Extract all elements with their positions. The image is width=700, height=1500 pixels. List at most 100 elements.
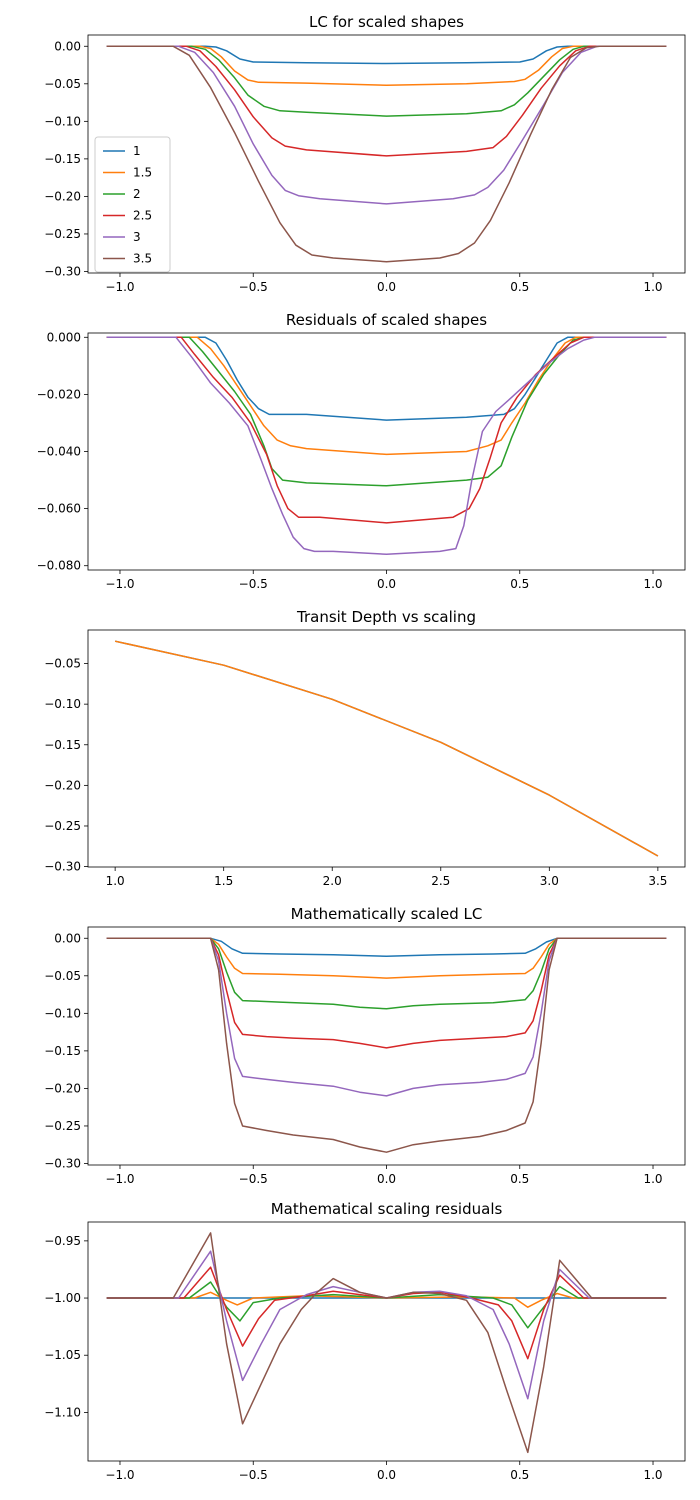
y-tick-label: 0.00 xyxy=(54,39,81,53)
series-line-3.5 xyxy=(106,45,667,263)
x-tick-label: −0.5 xyxy=(239,1172,268,1186)
y-tick-label: −0.30 xyxy=(44,264,81,278)
y-tick-label: −0.080 xyxy=(37,559,81,573)
x-tick-label: 3.5 xyxy=(648,874,667,888)
chart-panel-4: Mathematically scaled LC −1.0 −0.5 0.0 0.5 1.… xyxy=(44,905,686,1186)
chart-title: Residuals of scaled shapes xyxy=(286,311,487,329)
chart-title: Mathematically scaled LC xyxy=(291,905,483,923)
y-tick-label: −0.15 xyxy=(44,738,81,752)
x-tick-label: −1.0 xyxy=(105,1172,134,1186)
legend-label: 1 xyxy=(133,144,141,158)
series-line-3 xyxy=(106,336,667,487)
series-line-5 xyxy=(106,336,667,556)
y-tick-label: −0.10 xyxy=(44,1006,81,1020)
chart-title: Transit Depth vs scaling xyxy=(296,608,476,626)
series-line-6 xyxy=(106,1232,667,1454)
chart-panel-3: Transit Depth vs scaling 1.0 1.5 2.0 2.5 3.0 3… xyxy=(44,608,686,888)
y-tick-label: −0.10 xyxy=(44,114,81,128)
series-line-3 xyxy=(106,45,667,205)
x-tick-label: 1.0 xyxy=(106,874,125,888)
legend-label: 1.5 xyxy=(133,166,152,180)
x-tick-label: 1.0 xyxy=(643,280,662,294)
y-tick-label: −0.20 xyxy=(44,189,81,203)
y-tick-label: −0.20 xyxy=(44,778,81,792)
x-tick-label: −1.0 xyxy=(105,577,134,591)
x-tick-label: 1.0 xyxy=(643,1468,662,1482)
axes-frame xyxy=(87,332,686,571)
series-line-2 xyxy=(106,937,667,979)
chart-panel-5: Mathematical scaling residuals −1.0 −0.5 0.… xyxy=(44,1200,686,1482)
legend-label: 2 xyxy=(133,187,141,201)
series-line-1 xyxy=(114,640,659,857)
y-tick-label: −0.20 xyxy=(44,1081,81,1095)
x-tick-label: 1.0 xyxy=(643,577,662,591)
y-tick-label: −0.25 xyxy=(44,227,81,241)
y-tick-label: −1.00 xyxy=(44,1291,81,1305)
x-tick-label: −0.5 xyxy=(239,577,268,591)
y-tick-label: −0.020 xyxy=(37,387,81,401)
series-line-5 xyxy=(106,1250,667,1400)
x-tick-label: 3.0 xyxy=(540,874,559,888)
x-tick-label: 0.0 xyxy=(377,1468,396,1482)
x-tick-label: 0.5 xyxy=(510,577,529,591)
y-tick-label: −0.30 xyxy=(44,1156,81,1170)
legend-label: 3.5 xyxy=(133,252,152,266)
x-tick-label: 1.0 xyxy=(643,1172,662,1186)
series-line-2 xyxy=(114,640,659,857)
axes-frame xyxy=(87,1221,686,1462)
legend: 1 1.5 2 2.5 3 3.5 xyxy=(94,136,171,273)
x-tick-label: −0.5 xyxy=(239,1468,268,1482)
y-tick-label: −0.15 xyxy=(44,1044,81,1058)
y-tick-label: −0.25 xyxy=(44,819,81,833)
y-tick-label: 0.000 xyxy=(47,330,81,344)
x-tick-label: 0.5 xyxy=(510,280,529,294)
x-tick-label: 2.5 xyxy=(431,874,450,888)
y-tick-label: −0.05 xyxy=(44,77,81,91)
x-tick-label: −0.5 xyxy=(239,280,268,294)
chart-panel-2: Residuals of scaled shapes −1.0 −0.5 0.0 0.5… xyxy=(37,311,686,591)
series-line-6 xyxy=(106,937,667,1153)
y-tick-label: −0.25 xyxy=(44,1119,81,1133)
series-line-5 xyxy=(106,937,667,1097)
series-line-2.5 xyxy=(106,45,667,157)
x-tick-label: 0.5 xyxy=(510,1172,529,1186)
chart-title: LC for scaled shapes xyxy=(309,13,464,31)
x-tick-label: 0.0 xyxy=(377,280,396,294)
y-tick-label: −0.05 xyxy=(44,969,81,983)
y-tick-label: −1.10 xyxy=(44,1405,81,1419)
chart-panel-1: LC for scaled shapes −1.0 −0.5 0.0 0.5 1.0 0.0… xyxy=(44,13,686,294)
series-line-2 xyxy=(106,45,667,117)
x-tick-label: 1.5 xyxy=(214,874,233,888)
x-tick-label: −1.0 xyxy=(105,1468,134,1482)
legend-label: 3 xyxy=(133,230,141,244)
chart-title: Mathematical scaling residuals xyxy=(271,1200,503,1218)
axes-frame xyxy=(87,34,686,274)
series-line-1 xyxy=(106,937,667,958)
series-line-1 xyxy=(106,45,667,65)
series-line-1.5 xyxy=(106,45,667,87)
y-tick-label: 0.00 xyxy=(54,931,81,945)
series-line-2 xyxy=(106,1291,667,1308)
series-line-2 xyxy=(106,336,667,456)
y-tick-label: −0.05 xyxy=(44,657,81,671)
y-tick-label: −0.95 xyxy=(44,1234,81,1248)
x-tick-label: 0.5 xyxy=(510,1468,529,1482)
y-tick-label: −0.30 xyxy=(44,860,81,874)
legend-box xyxy=(94,136,171,273)
x-tick-label: 2.0 xyxy=(323,874,342,888)
x-tick-label: 0.0 xyxy=(377,577,396,591)
series-line-1 xyxy=(106,336,667,421)
y-tick-label: −0.10 xyxy=(44,697,81,711)
x-tick-label: −1.0 xyxy=(105,280,134,294)
y-tick-label: −1.05 xyxy=(44,1348,81,1362)
legend-label: 2.5 xyxy=(133,209,152,223)
axes-frame xyxy=(87,629,686,868)
series-line-3 xyxy=(106,1281,667,1329)
series-line-4 xyxy=(106,336,667,524)
y-tick-label: −0.15 xyxy=(44,152,81,166)
series-line-4 xyxy=(106,937,667,1049)
y-tick-label: −0.040 xyxy=(37,445,81,459)
axes-frame xyxy=(87,926,686,1166)
series-line-3 xyxy=(106,937,667,1010)
